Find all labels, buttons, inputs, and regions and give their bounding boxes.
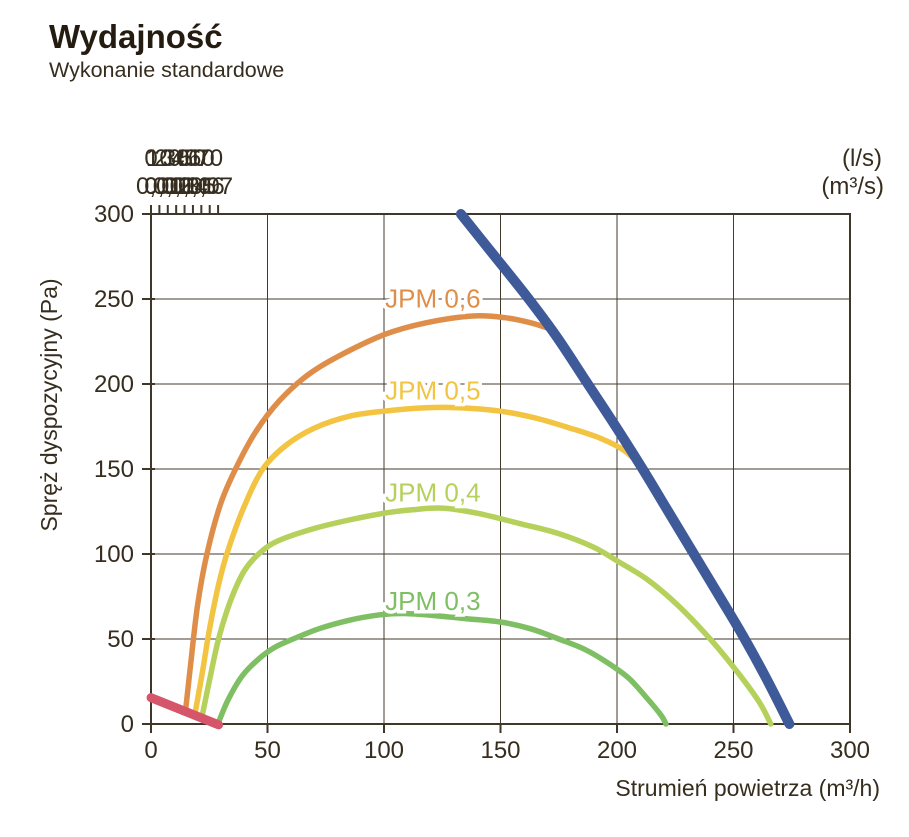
svg-text:250: 250	[713, 737, 753, 764]
page-title: Wydajność	[49, 18, 223, 55]
svg-text:300: 300	[94, 201, 134, 228]
svg-text:60: 60	[188, 145, 215, 172]
svg-text:0,05: 0,05	[170, 173, 217, 200]
grid-lines	[151, 214, 850, 724]
y-axis: 0 50 100 150 200 250 300 Spręż dyspozycyjny (Pa…	[36, 201, 155, 738]
top-axis-unit-ls: (l/s)	[842, 145, 882, 172]
x-axis-label: Strumień powietrza (m³/h)	[615, 775, 880, 801]
y-axis-label: Spręż dyspozycyjny (Pa)	[36, 278, 62, 531]
svg-text:0: 0	[144, 145, 157, 172]
svg-text:20: 20	[154, 145, 181, 172]
svg-text:70: 70	[196, 145, 223, 172]
curve-min-limit-line	[146, 693, 224, 730]
svg-text:50: 50	[254, 737, 281, 764]
svg-text:0,03: 0,03	[153, 173, 200, 200]
svg-text:0,01: 0,01	[136, 173, 183, 200]
svg-text:30: 30	[163, 145, 190, 172]
curve-label-jpm-0-5: JPM 0,5	[385, 375, 480, 405]
svg-text:0,04: 0,04	[161, 173, 208, 200]
curve-labels: JPM 0,6 JPM 0,5 JPM 0,4 JPM 0,3	[382, 280, 484, 620]
svg-text:0: 0	[144, 173, 157, 200]
x-axis-bottom: 0 50 100 150 200 250 300 Strumień powietrza (m³…	[144, 724, 880, 801]
svg-text:200: 200	[597, 737, 637, 764]
svg-text:300: 300	[830, 737, 870, 764]
svg-text:100: 100	[364, 737, 404, 764]
top-axis-unit-m3s: (m³/s)	[821, 173, 884, 200]
curve-jpm-0-3	[215, 610, 669, 727]
curve-label-jpm-0-3: JPM 0,3	[385, 586, 480, 616]
curve-jpm-0-4	[199, 505, 774, 727]
curve-label-jpm-0-6: JPM 0,6	[385, 284, 480, 314]
svg-text:100: 100	[94, 541, 134, 568]
curve-max-limit-curve	[455, 209, 795, 729]
curve-jpm-0-5	[192, 404, 646, 715]
x-axis-top: 00100,01200,02300,03400,04500,05600,0670…	[136, 145, 884, 214]
svg-text:0: 0	[121, 711, 134, 738]
svg-text:50: 50	[107, 626, 134, 653]
svg-text:0,07: 0,07	[186, 173, 233, 200]
svg-text:150: 150	[94, 456, 134, 483]
chart-header: Wydajność Wykonanie standardowe	[49, 18, 284, 83]
svg-text:40: 40	[171, 145, 198, 172]
svg-text:0,06: 0,06	[178, 173, 225, 200]
curves	[146, 209, 795, 730]
svg-text:250: 250	[94, 286, 134, 313]
svg-text:200: 200	[94, 371, 134, 398]
svg-text:150: 150	[480, 737, 520, 764]
svg-text:0,02: 0,02	[144, 173, 191, 200]
svg-text:0: 0	[144, 737, 157, 764]
svg-text:10: 10	[146, 145, 173, 172]
svg-text:50: 50	[180, 145, 207, 172]
curve-jpm-0-6	[183, 312, 550, 710]
page-subtitle: Wykonanie standardowe	[49, 58, 285, 82]
curve-label-jpm-0-4: JPM 0,4	[385, 477, 480, 507]
